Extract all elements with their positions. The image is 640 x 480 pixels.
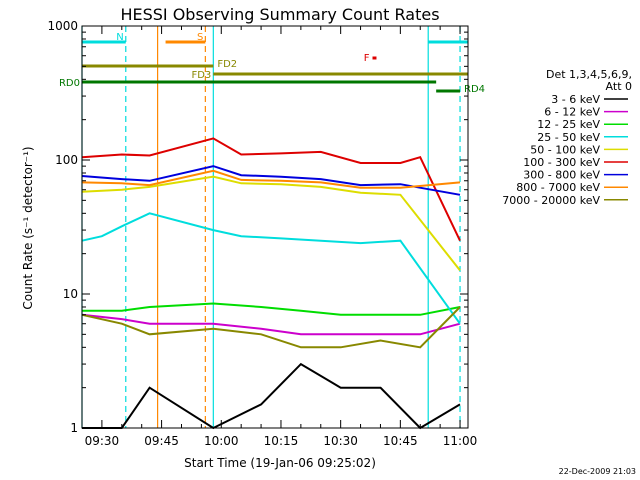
flag-label: S [197,32,203,43]
legend-entry-label: 7000 - 20000 keV [502,194,600,207]
series-line [81,175,461,272]
x-tick-label: 10:30 [323,434,358,448]
y-axis-label: Count Rate (s⁻¹ detector⁻¹) [21,146,35,309]
plot-area: S N F FD2 FD3 RD0 RD4 [59,26,485,430]
x-tick-label: 10:45 [383,434,418,448]
series-line [81,212,461,325]
y-tick-label: 1000 [47,19,78,33]
series-line [81,169,461,189]
series-line [82,302,461,316]
series-line [81,313,461,336]
legend-entry-label: 6 - 12 keV [544,106,600,119]
x-axis: 09:30 09:45 10:00 10:15 10:30 10:45 11:00 [81,26,478,448]
footer-date: 22-Dec-2009 21:03 [559,467,636,476]
y-tick-label: 100 [55,153,78,167]
legend-entry-label: 12 - 25 keV [537,118,600,131]
y-axis: 1 10 100 1000 [47,19,468,435]
series-line [82,362,461,430]
x-tick-label: 10:00 [204,434,239,448]
y-tick-label: 10 [63,287,78,301]
flag-label: F [364,53,370,64]
plot-frame [81,25,469,429]
legend-entry-label: 800 - 7000 keV [516,181,600,194]
x-tick-label: 09:45 [144,434,179,448]
series-line [81,306,461,349]
legend-header-line1: Det 1,3,4,5,6,9, [546,68,632,81]
legend-entry-label: 100 - 300 keV [523,156,600,169]
legend-entry-label: 50 - 100 keV [530,143,600,156]
legend-entry-label: 300 - 800 keV [523,169,600,182]
flag-label: FD3 [191,70,211,81]
flag-label: N [116,32,123,43]
y-tick-label: 1 [70,421,78,435]
x-tick-label: 09:30 [85,434,120,448]
x-tick-label: 10:15 [264,434,299,448]
series-line [81,137,461,242]
flag-label: RD0 [59,78,80,89]
flag-label: FD2 [217,59,237,70]
series-line [81,165,461,196]
chart-title: HESSI Observing Summary Count Rates [120,5,439,24]
legend-entry-label: 3 - 6 keV [551,93,600,106]
x-axis-label: Start Time (19-Jan-06 09:25:02) [184,456,376,470]
legend-entry-label: 25 - 50 keV [537,131,600,144]
legend-header-line2: Att 0 [606,80,632,93]
x-tick-label: 11:00 [443,434,478,448]
flag-label: RD4 [464,84,485,95]
